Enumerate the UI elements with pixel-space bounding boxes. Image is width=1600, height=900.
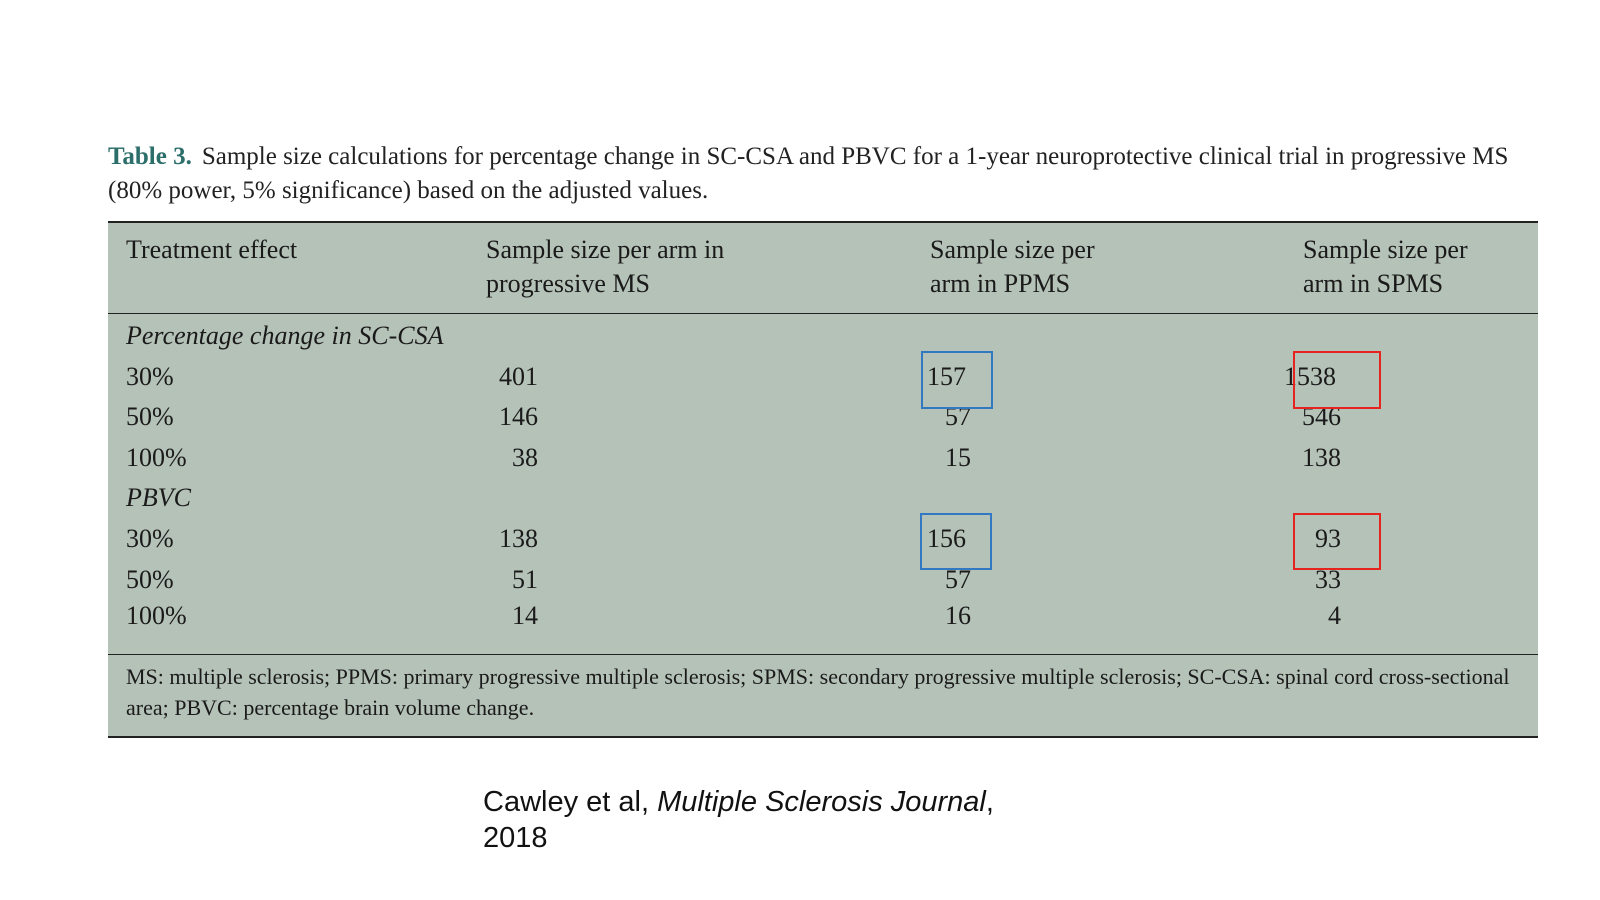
row-progressive: 51 (512, 565, 538, 594)
data-table: Treatment effect Sample size per arm in … (108, 221, 1538, 738)
table-footnote: MS: multiple sclerosis; PPMS: primary pr… (126, 664, 1510, 720)
row-progressive: 146 (499, 402, 538, 431)
footnote-rule (108, 654, 1538, 655)
row-effect: 100% (126, 443, 187, 472)
row-spms: 93 (1315, 524, 1341, 553)
row-progressive: 38 (512, 443, 538, 472)
row-ppms: 156 (927, 524, 966, 553)
row-ppms: 157 (927, 362, 966, 391)
row-progressive: 14 (512, 601, 538, 630)
citation-journal: Multiple Sclerosis Journal (657, 786, 986, 818)
row-effect: 100% (126, 601, 187, 630)
header-progressive-ms: Sample size per arm in progressive MS (486, 235, 725, 298)
row-spms: 1538 (1284, 362, 1336, 391)
citation: Cawley et al, Multiple Sclerosis Journal… (483, 784, 1043, 856)
section-title-sc-csa: Percentage change in SC-CSA (126, 321, 444, 350)
row-spms: 138 (1302, 443, 1341, 472)
row-ppms: 16 (945, 601, 971, 630)
row-progressive: 138 (499, 524, 538, 553)
citation-suffix: , (985, 786, 994, 818)
ppms-highlight-box (920, 513, 992, 570)
header-ppms: Sample size per arm in PPMS (930, 235, 1095, 298)
header-spms: Sample size per arm in SPMS (1303, 235, 1468, 298)
caption-text: Sample size calculations for percentage … (108, 143, 1509, 204)
citation-authors: Cawley et al, (483, 786, 650, 818)
header-treatment-effect: Treatment effect (126, 235, 298, 264)
row-spms: 4 (1328, 601, 1341, 630)
row-ppms: 15 (945, 443, 971, 472)
ppms-highlight-box (921, 351, 993, 409)
spms-highlight-box (1293, 351, 1381, 409)
row-effect: 30% (126, 362, 174, 391)
row-ppms: 57 (945, 402, 971, 431)
row-spms: 546 (1302, 402, 1341, 431)
citation-year: 2018 (483, 822, 548, 854)
spms-highlight-box (1293, 513, 1381, 570)
row-progressive: 401 (499, 362, 538, 391)
row-effect: 50% (126, 402, 174, 431)
table-caption: Table 3. Sample size calculations for per… (108, 140, 1538, 208)
row-effect: 50% (126, 565, 174, 594)
section-title-pbvc: PBVC (126, 483, 191, 512)
row-effect: 30% (126, 524, 174, 553)
header-rule (108, 313, 1538, 314)
table-label: Table 3. (108, 143, 192, 170)
